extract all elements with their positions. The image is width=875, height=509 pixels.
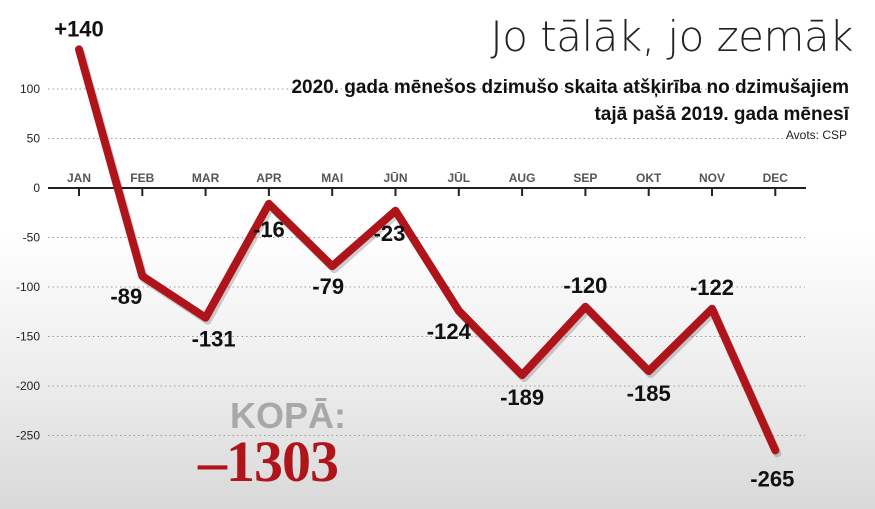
data-labels: +140 -89 -131 -16 -79 -23 -124 -189 -120 -185 -122… <box>54 16 794 491</box>
data-label: -23 <box>374 221 406 246</box>
series-line <box>75 45 782 458</box>
y-axis-tick-labels: 100 50 0 -50 -100 -150 -200 -250 <box>16 82 40 443</box>
y-tick-label: -100 <box>16 280 40 294</box>
x-tick-label: MAR <box>192 171 220 185</box>
x-tick-label: APR <box>256 171 282 185</box>
x-tick-label: MAI <box>321 171 343 185</box>
data-label: -120 <box>563 273 607 298</box>
source-note: Avots: CSP <box>785 128 847 142</box>
y-tick-label: 100 <box>20 82 40 96</box>
data-label: -122 <box>690 275 734 300</box>
total-label: KOPĀ: <box>230 395 346 436</box>
data-label: -185 <box>627 381 671 406</box>
y-tick-label: -250 <box>16 429 40 443</box>
chart-subtitle-line-1: 2020. gada mēnešos dzimušo skaita atšķir… <box>291 77 849 98</box>
data-label: -16 <box>253 217 285 242</box>
data-label: +140 <box>54 16 104 41</box>
x-tick-label: JŪN <box>383 171 407 185</box>
chart-subtitle-line-2: tajā pašā 2019. gada mēnesī <box>594 104 849 125</box>
y-tick-label: 0 <box>33 181 40 195</box>
y-tick-label: -150 <box>16 330 40 344</box>
data-label: -265 <box>750 466 794 491</box>
chart-subtitle: 2020. gada mēnešos dzimušo skaita atšķir… <box>291 74 849 128</box>
data-label: -189 <box>500 385 544 410</box>
y-tick-label: -200 <box>16 379 40 393</box>
x-tick-label: AUG <box>509 171 536 185</box>
total-value: –1303 <box>198 429 339 494</box>
x-tick-label: OKT <box>636 171 662 185</box>
x-tick-label: JŪL <box>447 171 470 185</box>
data-label: -79 <box>312 274 344 299</box>
y-tick-label: -50 <box>23 231 41 245</box>
grid-lines <box>48 88 805 436</box>
x-tick-label: DEC <box>763 171 789 185</box>
x-tick-label: SEP <box>573 171 597 185</box>
x-axis: JAN FEB MAR APR MAI JŪN JŪL AUG SEP OKT NOV DEC <box>48 171 806 196</box>
x-tick-label: JAN <box>67 171 91 185</box>
data-label: -131 <box>192 327 236 352</box>
x-tick-label: FEB <box>130 171 154 185</box>
chart-title: Jo tālāk, jo zemāk <box>490 12 853 61</box>
x-tick-label: NOV <box>699 171 725 185</box>
data-label: -124 <box>427 319 472 344</box>
y-tick-label: 50 <box>27 132 41 146</box>
data-label: -89 <box>110 284 142 309</box>
series-line-path <box>75 45 780 455</box>
